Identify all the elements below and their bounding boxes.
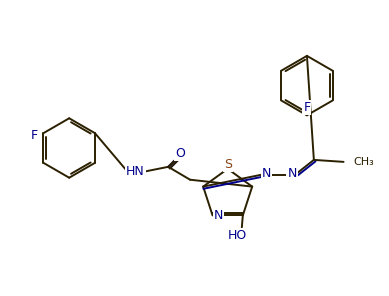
Text: S: S (224, 158, 232, 171)
Text: CH₃: CH₃ (354, 157, 374, 167)
Text: F: F (303, 101, 310, 114)
Text: N: N (287, 167, 297, 180)
Text: O: O (175, 147, 185, 160)
Text: N: N (214, 209, 223, 222)
Text: HN: HN (126, 165, 145, 178)
Text: HO: HO (228, 229, 247, 242)
Text: F: F (31, 129, 38, 141)
Text: N: N (262, 167, 271, 180)
